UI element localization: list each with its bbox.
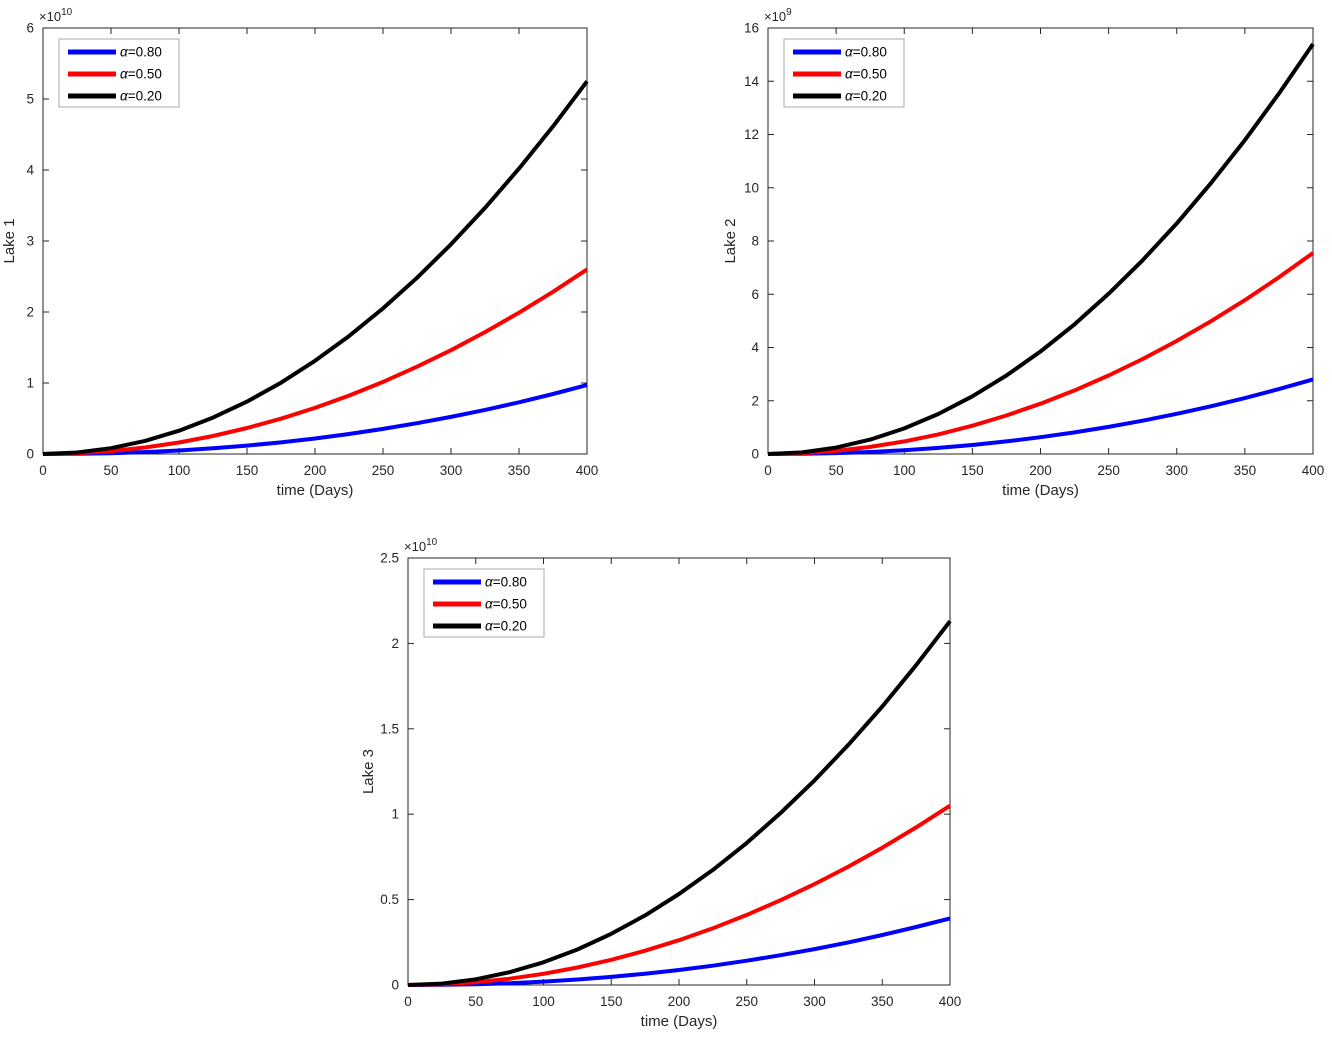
x-tick-label: 50 <box>829 463 844 478</box>
legend: α=0.80 α=0.50 α=0.20 <box>783 38 905 108</box>
x-tick-label: 100 <box>532 994 555 1009</box>
y-axis-label: Lake 3 <box>360 749 377 794</box>
x-tick-label: 300 <box>440 463 463 478</box>
x-tick-label: 350 <box>871 994 894 1009</box>
curve-alpha-020 <box>767 42 1315 456</box>
curve-alpha-020 <box>42 80 589 456</box>
legend-label-alpha-080: α=0.80 <box>485 575 527 590</box>
x-tick-label: 150 <box>600 994 623 1009</box>
curve-alpha-050 <box>42 267 589 456</box>
curve-alpha-080 <box>767 377 1314 456</box>
y-axis-label: Lake 2 <box>722 218 739 263</box>
subplot-lake-2: 0 50 100 150 200 250 300 350 400 0 2 4 6 8 10 12 14 16 tim… <box>722 7 1324 499</box>
x-tick-label: 0 <box>39 463 47 478</box>
x-tick-label: 200 <box>304 463 327 478</box>
x-tick-label: 0 <box>404 994 412 1009</box>
y-tick-label: 2 <box>26 305 34 320</box>
y-scale-label: ×109 <box>764 7 792 24</box>
y-tick-label: 1 <box>26 376 34 391</box>
x-tick-label: 50 <box>468 994 483 1009</box>
x-tick-label: 200 <box>668 994 691 1009</box>
legend-label-alpha-020: α=0.20 <box>120 89 162 104</box>
x-tick-label: 400 <box>576 463 599 478</box>
y-tick-label: 1.5 <box>380 721 399 736</box>
y-tick-label: 6 <box>26 21 34 36</box>
y-tick-label: 5 <box>26 92 34 107</box>
y-tick-label: 4 <box>26 163 34 178</box>
y-tick-label: 1 <box>391 807 399 822</box>
y-tick-label: 0 <box>391 978 399 993</box>
curve-alpha-050 <box>407 804 952 987</box>
x-tick-label: 50 <box>103 463 118 478</box>
legend-label-alpha-080: α=0.80 <box>845 45 887 60</box>
curve-alpha-020 <box>407 619 952 987</box>
legend-label-alpha-020: α=0.20 <box>845 89 887 104</box>
y-tick-label: 2 <box>391 636 399 651</box>
y-tick-label: 2 <box>751 393 759 408</box>
curve-alpha-080 <box>42 383 588 456</box>
y-tick-label: 2.5 <box>380 551 399 566</box>
x-tick-label: 100 <box>168 463 191 478</box>
y-tick-label: 3 <box>26 234 34 249</box>
x-axis-label: time (Days) <box>277 482 354 499</box>
legend-label-alpha-050: α=0.50 <box>845 67 887 82</box>
y-axis-label: Lake 1 <box>1 218 18 263</box>
y-scale-label: ×1010 <box>404 537 438 554</box>
x-axis-label: time (Days) <box>641 1013 718 1030</box>
x-tick-label: 250 <box>372 463 395 478</box>
x-tick-label: 250 <box>1097 463 1120 478</box>
legend: α=0.80 α=0.50 α=0.20 <box>58 38 180 108</box>
legend-label-alpha-080: α=0.80 <box>120 45 162 60</box>
y-tick-label: 10 <box>744 180 759 195</box>
curve-alpha-050 <box>767 251 1315 456</box>
y-tick-label: 4 <box>751 340 759 355</box>
y-tick-label: 0 <box>26 447 34 462</box>
subplot-lake-3: 0 50 100 150 200 250 300 350 400 0 0.5 1 1.5 2 2.5 time… <box>360 537 961 1030</box>
x-tick-label: 400 <box>939 994 962 1009</box>
legend-label-alpha-050: α=0.50 <box>485 597 527 612</box>
x-tick-label: 400 <box>1302 463 1325 478</box>
y-tick-label: 16 <box>744 21 759 36</box>
x-tick-label: 250 <box>735 994 758 1009</box>
x-axis-label: time (Days) <box>1002 482 1079 499</box>
y-tick-label: 8 <box>751 234 759 249</box>
legend-label-alpha-020: α=0.20 <box>485 619 527 634</box>
y-scale-label: ×1010 <box>39 7 73 24</box>
subplot-lake-1: 0 50 100 150 200 250 300 350 400 0 1 2 3 4 5 6 time (Day… <box>1 7 598 499</box>
y-tick-label: 14 <box>744 74 760 89</box>
curve-alpha-080 <box>407 916 951 987</box>
x-tick-label: 350 <box>508 463 531 478</box>
legend-label-alpha-050: α=0.50 <box>120 67 162 82</box>
x-tick-label: 200 <box>1029 463 1052 478</box>
x-tick-label: 150 <box>236 463 259 478</box>
legend: α=0.80 α=0.50 α=0.20 <box>423 568 545 638</box>
x-tick-label: 300 <box>803 994 826 1009</box>
y-tick-label: 6 <box>751 287 759 302</box>
x-tick-label: 100 <box>893 463 916 478</box>
x-tick-label: 150 <box>961 463 984 478</box>
y-tick-label: 0.5 <box>380 892 399 907</box>
y-tick-label: 0 <box>751 447 759 462</box>
y-tick-label: 12 <box>744 127 759 142</box>
x-tick-label: 350 <box>1234 463 1257 478</box>
x-tick-label: 300 <box>1165 463 1188 478</box>
x-tick-label: 0 <box>764 463 772 478</box>
